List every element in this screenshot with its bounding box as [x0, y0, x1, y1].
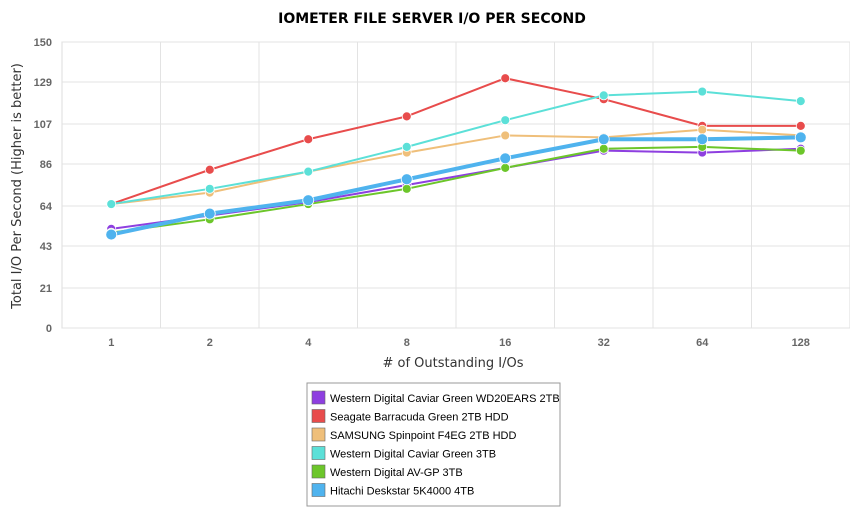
series-line — [111, 145, 801, 234]
data-point[interactable] — [696, 133, 709, 146]
legend-item[interactable]: SAMSUNG Spinpoint F4EG 2TB HDD — [311, 427, 517, 442]
grid — [61, 41, 850, 329]
series-4 — [106, 86, 806, 209]
y-tick-label: 86 — [40, 159, 52, 171]
y-tick-label: 43 — [40, 241, 52, 253]
data-point[interactable] — [597, 133, 610, 146]
legend-item[interactable]: Western Digital Caviar Green WD20EARS 2T… — [311, 390, 560, 405]
y-tick-label: 107 — [34, 119, 52, 131]
x-tick-label: 32 — [598, 337, 610, 349]
legend-item[interactable]: Hitachi Deskstar 5K4000 4TB — [311, 483, 474, 498]
data-point[interactable] — [500, 162, 511, 173]
x-tick-label: 16 — [499, 337, 511, 349]
data-point[interactable] — [401, 111, 412, 122]
legend-item[interactable]: Seagate Barracuda Green 2TB HDD — [311, 409, 509, 424]
x-tick-label: 2 — [207, 337, 213, 349]
data-point[interactable] — [302, 194, 315, 207]
data-point[interactable] — [500, 130, 511, 141]
legend-swatch — [311, 427, 326, 442]
series-line — [111, 128, 801, 206]
data-point[interactable] — [598, 90, 609, 101]
y-tick-label: 129 — [34, 77, 52, 89]
legend-item[interactable]: Western Digital AV-GP 3TB — [311, 464, 463, 479]
legend-label: Western Digital AV-GP 3TB — [330, 467, 463, 479]
data-point[interactable] — [598, 143, 609, 154]
series-line — [110, 135, 801, 237]
data-point[interactable] — [204, 183, 215, 194]
data-point[interactable] — [500, 73, 511, 84]
legend-label: Western Digital Caviar Green WD20EARS 2T… — [330, 393, 560, 405]
x-tick-label: 1 — [108, 337, 114, 349]
data-point[interactable] — [401, 141, 412, 152]
legend-label: Seagate Barracuda Green 2TB HDD — [330, 412, 509, 424]
x-tick-label: 64 — [696, 337, 709, 349]
x-tick-label: 8 — [404, 337, 410, 349]
y-axis-ticks: 0 21 43 64 86 107 129 150 — [34, 37, 53, 335]
data-point[interactable] — [400, 173, 413, 186]
chart-title: IOMETER FILE SERVER I/O PER SECOND — [278, 11, 586, 27]
legend-swatch — [311, 483, 326, 497]
y-tick-label: 150 — [34, 37, 52, 49]
data-point[interactable] — [697, 86, 708, 97]
y-tick-label: 21 — [40, 283, 52, 295]
legend-label: SAMSUNG Spinpoint F4EG 2TB HDD — [330, 430, 517, 442]
y-tick-label: 0 — [46, 323, 52, 335]
data-point[interactable] — [303, 166, 314, 177]
x-tick-label: 128 — [792, 337, 810, 349]
legend: Western Digital Caviar Green WD20EARS 2T… — [306, 382, 561, 507]
legend-item[interactable]: Western Digital Caviar Green 3TB — [311, 446, 496, 461]
x-axis-label: # of Outstanding I/Os — [382, 356, 523, 371]
x-axis-ticks: 1 2 4 8 16 32 64 128 — [108, 337, 810, 349]
data-point[interactable] — [203, 207, 216, 220]
data-point[interactable] — [795, 96, 806, 107]
series-group — [105, 73, 807, 241]
legend-swatch — [311, 390, 326, 405]
y-axis-label: Total I/O Per Second (Higher is better) — [10, 63, 25, 310]
legend-swatch — [311, 409, 326, 423]
series-line — [111, 90, 801, 206]
legend-box — [306, 382, 561, 507]
data-point[interactable] — [106, 199, 117, 209]
data-point[interactable] — [401, 183, 412, 194]
data-point[interactable] — [500, 115, 511, 126]
legend-label: Western Digital Caviar Green 3TB — [330, 449, 496, 461]
data-point[interactable] — [795, 145, 806, 156]
data-point[interactable] — [303, 134, 314, 145]
series-6 — [105, 131, 807, 241]
data-point[interactable] — [794, 131, 807, 144]
data-point[interactable] — [795, 120, 806, 131]
data-point[interactable] — [204, 164, 215, 175]
legend-swatch — [311, 446, 326, 460]
legend-label: Hitachi Deskstar 5K4000 4TB — [330, 486, 474, 498]
x-tick-label: 4 — [305, 337, 312, 349]
legend-swatch — [311, 464, 326, 479]
y-tick-label: 64 — [40, 201, 53, 213]
data-point[interactable] — [499, 152, 512, 165]
series-line — [110, 77, 801, 206]
data-point[interactable] — [105, 228, 118, 241]
data-point[interactable] — [697, 124, 708, 135]
